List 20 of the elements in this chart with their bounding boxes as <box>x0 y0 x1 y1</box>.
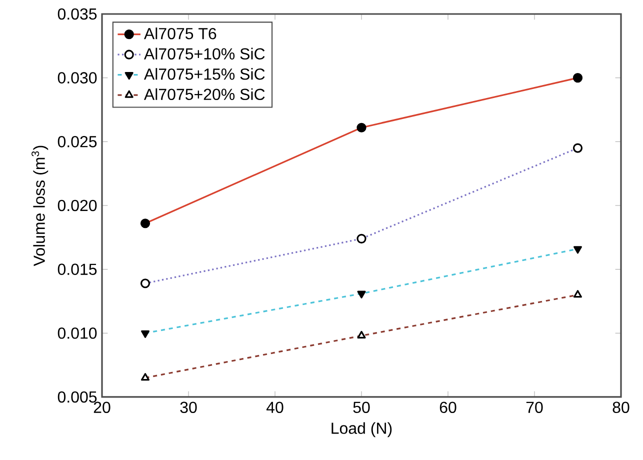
legend-label: Al7075 T6 <box>144 28 216 40</box>
x-tick-label: 70 <box>526 402 543 414</box>
x-tick-label: 30 <box>180 402 197 414</box>
y-tick-label: 0.025 <box>58 136 97 148</box>
y-tick-label: 0.030 <box>58 72 97 84</box>
y-tick-label: 0.020 <box>58 200 97 212</box>
y-tick-label: 0.005 <box>58 391 97 403</box>
x-tick-label: 40 <box>266 402 284 414</box>
y-axis-title: Volume loss (m$^{3}$) <box>32 146 48 266</box>
legend-label: Al7075+20% SiC <box>144 88 265 100</box>
y-tick-label: 0.015 <box>58 264 97 275</box>
legend-label: Al7075+10% SiC <box>144 48 265 60</box>
x-tick-label: 50 <box>353 402 370 414</box>
x-axis-title: Load (N) <box>332 422 392 438</box>
x-tick-label: 80 <box>612 402 630 414</box>
y-tick-label: 0.010 <box>58 327 97 339</box>
x-tick-label: 60 <box>440 402 456 414</box>
legend-label: Al7075+15% SiC <box>144 68 265 80</box>
x-tick-label: 20 <box>94 402 110 414</box>
y-tick-label: 0.035 <box>58 8 97 20</box>
